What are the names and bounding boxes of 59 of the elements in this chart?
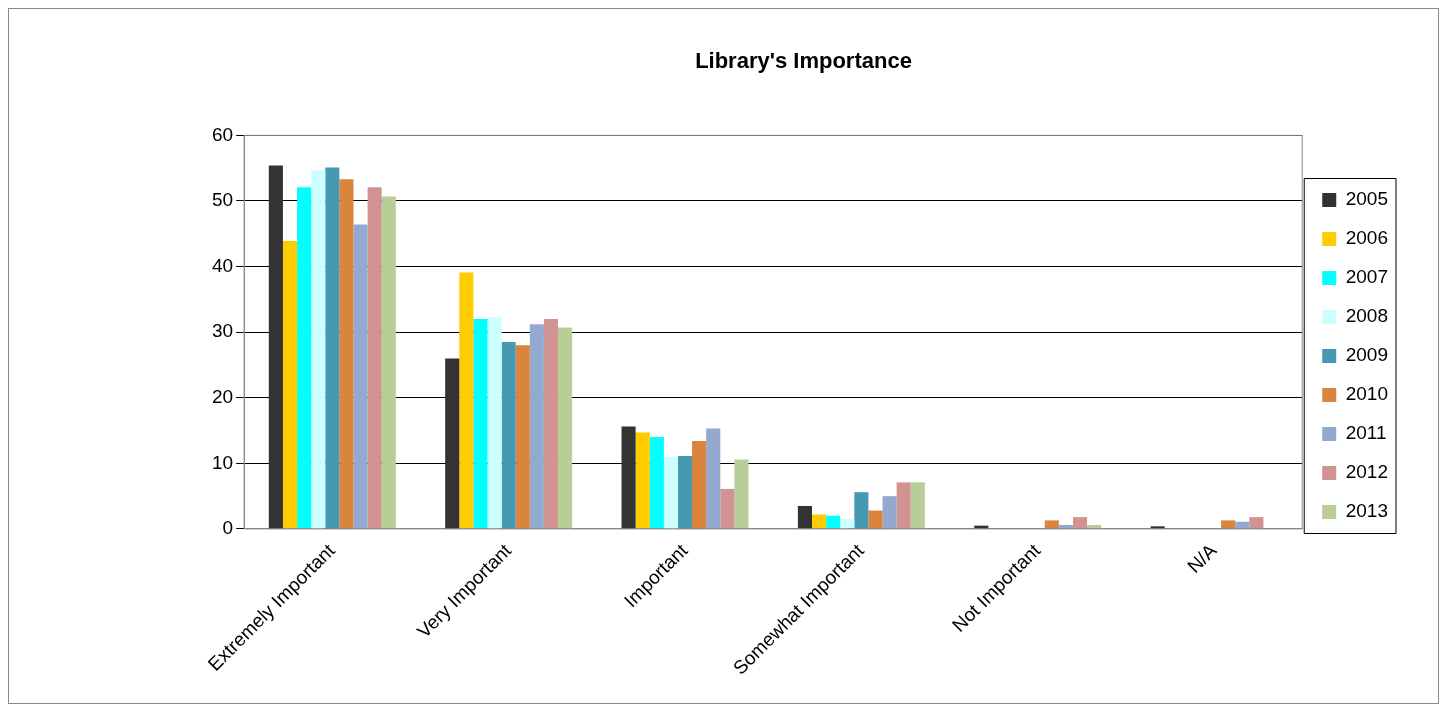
legend-label: 2006 [1345,227,1389,249]
bar [635,432,650,529]
legend-label: 2008 [1345,305,1389,327]
bar [840,519,855,529]
bar [367,187,382,529]
y-tick-label: 50 [211,189,234,211]
bar [282,240,298,529]
bar [1044,520,1059,529]
bar [487,317,502,529]
y-tick-label: 10 [211,451,234,473]
bar [621,426,636,529]
bar [896,482,911,529]
y-tick-label: 40 [211,254,234,276]
bar [1221,520,1236,529]
bar [325,167,340,529]
legend-label: 2007 [1345,266,1389,288]
bar [1072,517,1088,529]
chart-title: Library's Importance [695,48,912,74]
legend-label: 2011 [1345,422,1387,444]
bar [811,514,827,529]
bar [297,187,312,529]
bar [826,515,841,529]
y-tick-label: 0 [222,517,234,539]
legend-label: 2005 [1345,188,1389,210]
y-tick-label: 60 [211,123,234,145]
bar [501,342,516,529]
x-tick-label: N/A [1183,539,1221,577]
bar [692,441,707,529]
bar [268,165,283,529]
bar [381,196,396,529]
bar [515,345,530,529]
bar [459,272,474,529]
legend-label: 2009 [1345,344,1389,366]
bar [543,319,559,529]
bar [734,459,749,529]
legend-label: 2013 [1345,500,1389,522]
legend-label: 2010 [1345,383,1389,405]
y-tick-label: 30 [211,320,234,342]
bar [854,492,869,529]
bar [868,510,883,529]
bar [558,327,573,529]
bar [1150,526,1165,529]
bar [311,170,326,529]
bar [473,319,488,529]
bar [706,428,721,529]
y-tick-label: 20 [211,385,234,407]
bar [1249,517,1264,529]
bar [339,179,354,529]
bar [720,488,735,529]
legend-label: 2012 [1345,461,1389,483]
bar [663,456,678,529]
bar [529,324,544,529]
bar [353,224,368,529]
bar [910,482,925,529]
bar [649,437,664,529]
bar [882,496,897,529]
bar [797,505,812,529]
bar [445,358,460,529]
bar [677,456,693,529]
